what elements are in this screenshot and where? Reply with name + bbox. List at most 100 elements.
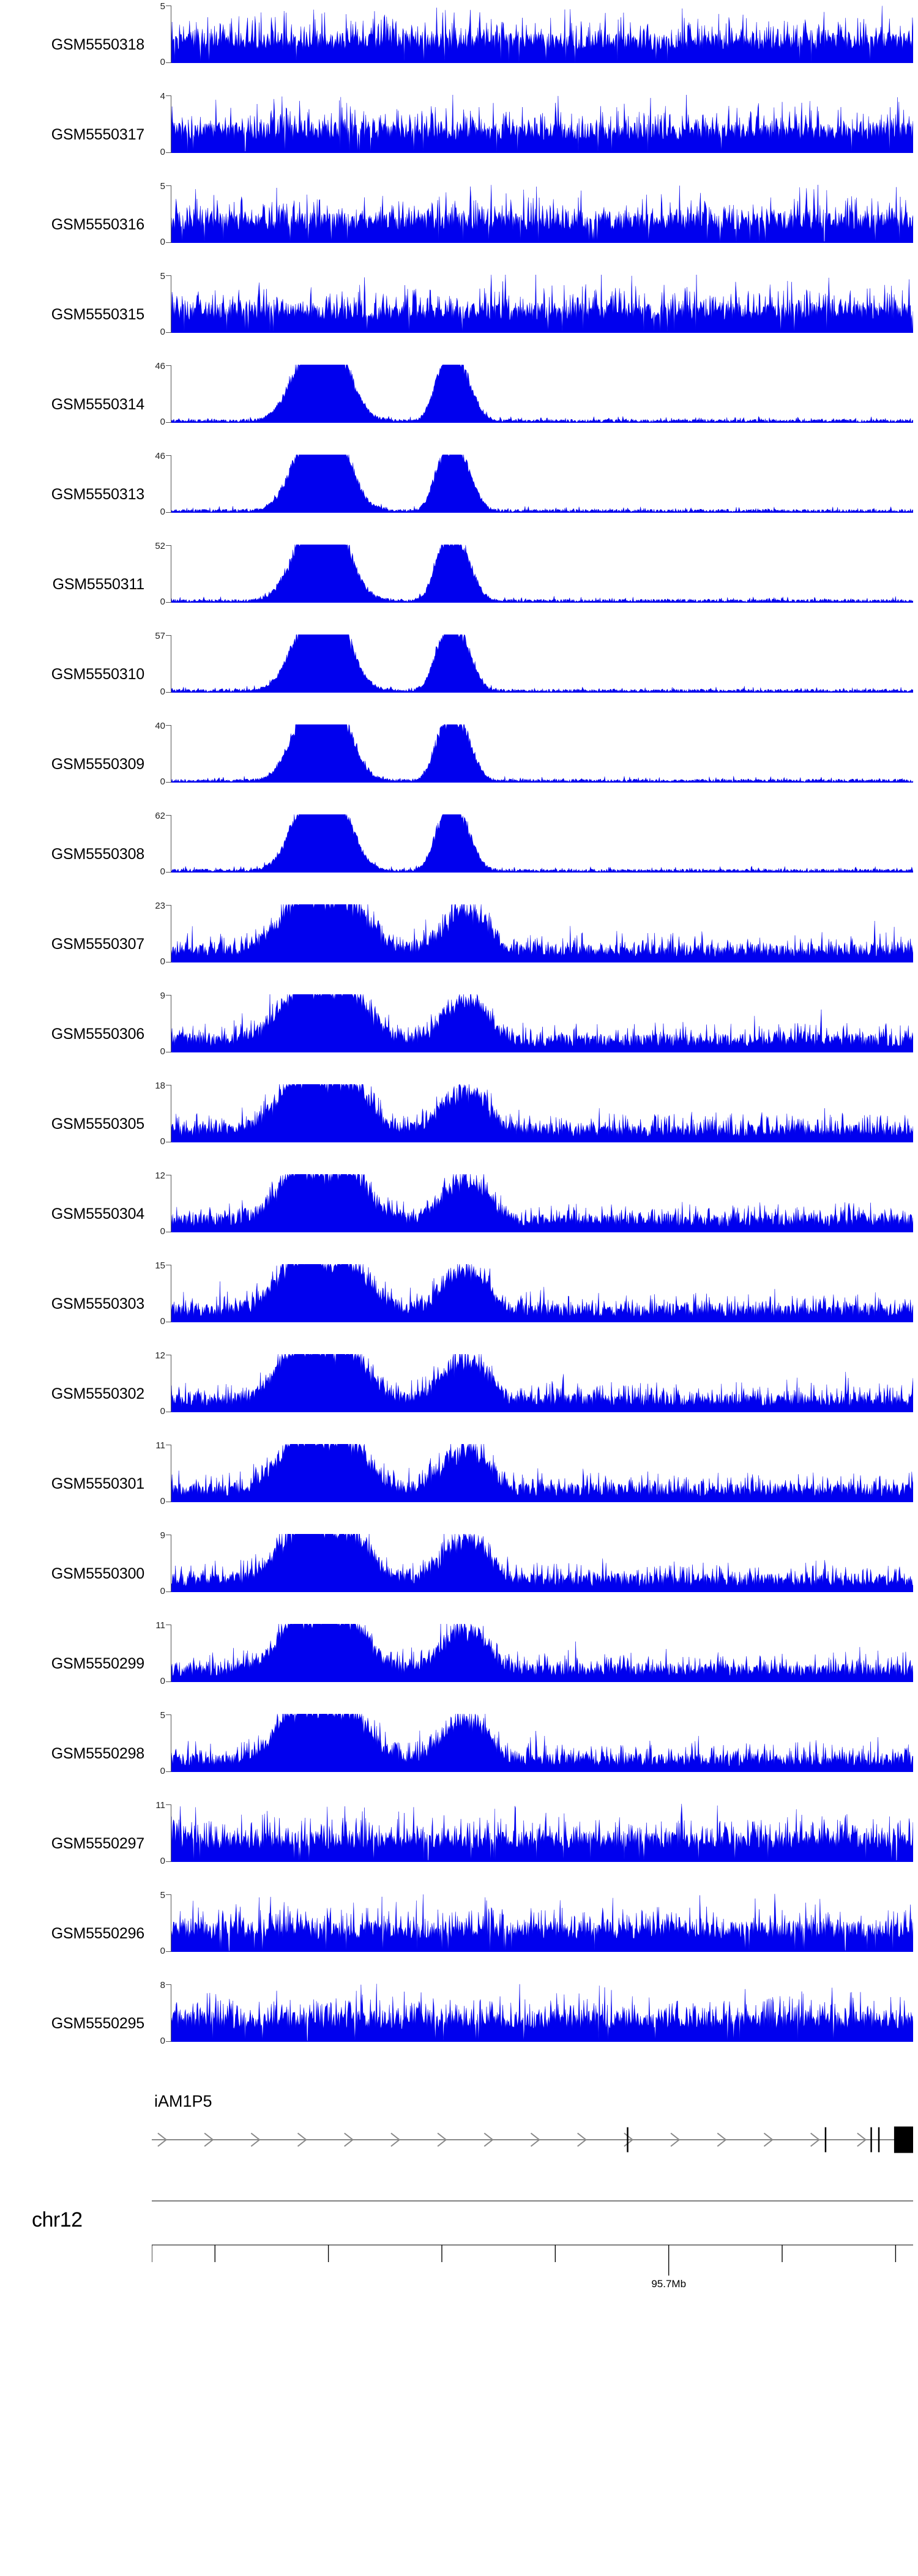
coverage-track-gsm5550303[interactable]: GSM5550303 15 0: [0, 1259, 918, 1349]
coverage-track-gsm5550307[interactable]: GSM5550307 23 0: [0, 899, 918, 989]
y-axis-min-label: 0: [160, 1496, 165, 1506]
coverage-track-gsm5550310[interactable]: GSM5550310 57 0: [0, 630, 918, 720]
track-y-axis: 11 0: [152, 1799, 171, 1889]
track-sample-label: GSM5550315: [51, 306, 144, 323]
coverage-plot[interactable]: [171, 1619, 918, 1709]
y-axis-max-tick: [166, 1804, 171, 1805]
y-axis-max-label: 12: [155, 1350, 165, 1361]
coverage-waveform: [171, 1714, 913, 1772]
coverage-track-gsm5550295[interactable]: GSM5550295 8 0: [0, 1979, 918, 2069]
coverage-track-gsm5550299[interactable]: GSM5550299 11 0: [0, 1619, 918, 1709]
coverage-plot[interactable]: [171, 1079, 918, 1169]
track-sample-label: GSM5550313: [51, 486, 144, 503]
y-axis-min-label: 0: [160, 1766, 165, 1776]
y-axis-min-label: 0: [160, 687, 165, 697]
coverage-track-gsm5550301[interactable]: GSM5550301 11 0: [0, 1439, 918, 1529]
coverage-track-gsm5550306[interactable]: GSM5550306 9 0: [0, 989, 918, 1079]
track-label-cell: GSM5550301: [0, 1439, 152, 1529]
coverage-track-gsm5550314[interactable]: GSM5550314 46 0: [0, 360, 918, 450]
y-axis-max-tick: [166, 725, 171, 726]
coverage-track-gsm5550309[interactable]: GSM5550309 40 0: [0, 720, 918, 810]
track-label-cell: GSM5550318: [0, 0, 152, 90]
coverage-waveform: [171, 1354, 913, 1412]
coverage-plot[interactable]: [171, 1979, 918, 2069]
coverage-track-gsm5550315[interactable]: GSM5550315 5 0: [0, 270, 918, 360]
y-axis-max-tick: [166, 365, 171, 366]
y-axis-max-tick: [166, 995, 171, 996]
coverage-track-gsm5550308[interactable]: GSM5550308 62 0: [0, 810, 918, 899]
coverage-plot[interactable]: [171, 810, 918, 899]
coverage-plot[interactable]: [171, 180, 918, 270]
coverage-plot[interactable]: [171, 450, 918, 540]
coverage-waveform: [171, 5, 913, 63]
track-y-axis: 52 0: [152, 540, 171, 630]
track-sample-label: GSM5550301: [51, 1475, 144, 1492]
gene-annotation-track[interactable]: iAM1P5: [0, 2069, 918, 2191]
coverage-plot[interactable]: [171, 1439, 918, 1529]
track-label-cell: GSM5550299: [0, 1619, 152, 1709]
y-axis-max-label: 11: [155, 1620, 165, 1631]
y-axis-max-label: 23: [155, 901, 165, 911]
coverage-plot[interactable]: [171, 1709, 918, 1799]
track-y-axis: 23 0: [152, 899, 171, 989]
coverage-plot[interactable]: [171, 989, 918, 1079]
coverage-plot[interactable]: [171, 360, 918, 450]
coverage-track-gsm5550316[interactable]: GSM5550316 5 0: [0, 180, 918, 270]
y-axis-inner: 12 0: [152, 1171, 171, 1236]
coverage-track-gsm5550297[interactable]: GSM5550297 11 0: [0, 1799, 918, 1889]
coverage-track-gsm5550304[interactable]: GSM5550304 12 0: [0, 1169, 918, 1259]
coverage-track-gsm5550302[interactable]: GSM5550302 12 0: [0, 1349, 918, 1439]
y-axis-max-label: 15: [155, 1260, 165, 1271]
coverage-plot[interactable]: [171, 1169, 918, 1259]
gene-model-diagram[interactable]: [152, 2125, 913, 2154]
y-axis-min-tick: [166, 2041, 171, 2042]
y-axis-inner: 11 0: [152, 1800, 171, 1866]
y-axis-inner: 46 0: [152, 362, 171, 426]
y-axis-max-label: 11: [155, 1800, 165, 1811]
coverage-track-gsm5550318[interactable]: GSM5550318 5 0: [0, 0, 918, 90]
coverage-track-gsm5550305[interactable]: GSM5550305 18 0: [0, 1079, 918, 1169]
coverage-plot[interactable]: [171, 899, 918, 989]
y-axis-inner: 46 0: [152, 452, 171, 516]
coverage-plot[interactable]: [171, 630, 918, 720]
coverage-plot[interactable]: [171, 540, 918, 630]
coverage-plot[interactable]: [171, 1889, 918, 1979]
genomic-coordinate-ruler[interactable]: 95.7Mb: [152, 2197, 913, 2290]
coverage-plot[interactable]: [171, 0, 918, 90]
track-label-cell: GSM5550297: [0, 1799, 152, 1889]
track-label-cell: GSM5550309: [0, 720, 152, 810]
y-axis-min-tick: [166, 152, 171, 153]
coverage-plot[interactable]: [171, 1799, 918, 1889]
track-sample-label: GSM5550302: [51, 1385, 144, 1402]
track-sample-label: GSM5550297: [51, 1835, 144, 1852]
coverage-plot[interactable]: [171, 1349, 918, 1439]
coverage-plot[interactable]: [171, 90, 918, 180]
y-axis-min-label: 0: [160, 1946, 165, 1956]
coverage-track-gsm5550313[interactable]: GSM5550313 46 0: [0, 450, 918, 540]
coverage-plot[interactable]: [171, 720, 918, 810]
coverage-plot[interactable]: [171, 1259, 918, 1349]
coverage-track-gsm5550317[interactable]: GSM5550317 4 0: [0, 90, 918, 180]
coverage-track-gsm5550296[interactable]: GSM5550296 5 0: [0, 1889, 918, 1979]
coverage-plot[interactable]: [171, 270, 918, 360]
y-axis-max-label: 57: [155, 631, 165, 641]
y-axis-min-tick: [166, 1861, 171, 1862]
coverage-track-gsm5550311[interactable]: GSM5550311 52 0: [0, 540, 918, 630]
y-axis-min-tick: [166, 692, 171, 693]
coverage-track-gsm5550300[interactable]: GSM5550300 9 0: [0, 1529, 918, 1619]
y-axis-min-tick: [166, 332, 171, 333]
y-axis-min-tick: [166, 1951, 171, 1952]
gene-name-label: iAM1P5: [154, 2092, 212, 2110]
y-axis-min-label: 0: [160, 1406, 165, 1416]
y-axis-max-label: 9: [160, 991, 165, 1001]
coverage-track-gsm5550298[interactable]: GSM5550298 5 0: [0, 1709, 918, 1799]
track-sample-label: GSM5550309: [51, 756, 144, 773]
track-sample-label: GSM5550314: [51, 396, 144, 413]
coverage-plot[interactable]: [171, 1529, 918, 1619]
track-sample-label: GSM5550310: [51, 666, 144, 683]
y-axis-max-tick: [166, 95, 171, 96]
y-axis-max-label: 5: [160, 1, 165, 12]
y-axis-max-label: 11: [155, 1440, 165, 1451]
